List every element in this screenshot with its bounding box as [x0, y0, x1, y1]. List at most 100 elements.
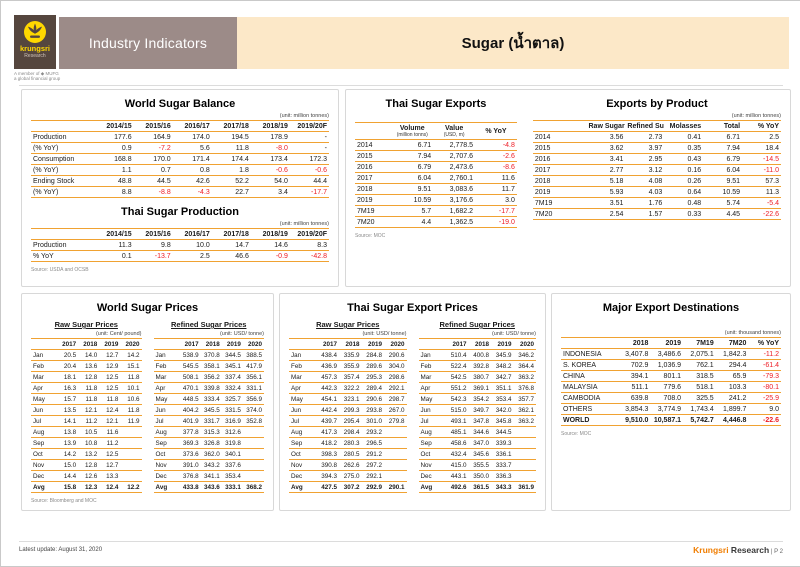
- table-row: 7M20 4.4 1,362.5 -19.0: [355, 216, 517, 228]
- table-row: 2017 6.04 2,760.1 11.6: [355, 172, 517, 184]
- row-label: Jan: [289, 349, 317, 361]
- cell: 6.04: [703, 164, 743, 176]
- footer-brand-krungsri: Krungsri: [693, 545, 729, 555]
- column-header: Total: [703, 120, 743, 132]
- column-header: % YoY: [475, 122, 517, 140]
- cell: 103.3: [715, 381, 749, 393]
- table-row: Jun 404.2 345.5 331.5 374.0: [153, 404, 264, 416]
- row-label: Nov: [418, 459, 446, 471]
- cell: [513, 437, 536, 449]
- table-row: Jun 13.5 12.1 12.4 11.8: [31, 404, 142, 416]
- logo-brand-text: krungsri: [19, 44, 50, 53]
- cell: 13.3: [99, 470, 121, 482]
- column-header: Molasses: [664, 120, 704, 132]
- subtable-title: Raw Sugar Prices: [316, 320, 380, 329]
- cell: 331.7: [200, 415, 222, 427]
- row-label: Dec: [289, 470, 317, 482]
- cell: 22.7: [211, 186, 251, 198]
- table-row: (% YoY) 8.8 -8.8 -4.3 22.7 3.4 -17.7: [31, 186, 329, 198]
- cell: 442.3: [316, 382, 339, 394]
- cell: 376.8: [513, 382, 536, 394]
- cell: 57.3: [742, 175, 781, 187]
- row-label: Aug: [31, 426, 58, 438]
- row-label: 7M20: [355, 216, 392, 228]
- cell: 18.4: [742, 142, 781, 154]
- cell: 356.1: [242, 371, 264, 383]
- table-row: Mar 457.3 357.4 295.3 298.6: [289, 371, 407, 383]
- column-header: [31, 338, 58, 350]
- section-heading: World Sugar Balance: [124, 98, 236, 110]
- table-row: Dec 394.3 275.0 292.1: [289, 470, 407, 482]
- cell: 292.1: [384, 382, 407, 394]
- cell: 351.1: [491, 382, 514, 394]
- cell: -19.0: [475, 216, 517, 228]
- cell: 639.8: [617, 392, 651, 404]
- cell: [242, 426, 264, 438]
- cell: 510.4: [446, 349, 469, 361]
- cell: 298.7: [384, 393, 407, 405]
- table-row: 2019 5.93 4.03 0.64 10.59 11.3: [532, 186, 781, 198]
- cell: 708.0: [650, 392, 684, 404]
- row-label: Apr: [31, 382, 58, 394]
- row-label: 2017: [355, 172, 392, 184]
- cell: 348.2: [491, 360, 514, 372]
- cell: 339.3: [491, 437, 514, 449]
- cell: 10.5: [78, 426, 100, 438]
- cell: 442.4: [316, 404, 339, 416]
- table-row: Jun 442.4 299.3 293.8 267.0: [289, 404, 407, 416]
- table-row: Dec 376.8 341.1 353.4: [153, 470, 264, 482]
- cell: 4.08: [625, 175, 665, 187]
- cell: 357.4: [339, 371, 362, 383]
- row-label: May: [153, 393, 180, 405]
- column-header: 2019: [361, 338, 384, 350]
- cell: 1.8: [211, 164, 251, 176]
- table-row: 2018 5.18 4.08 0.26 9.51 57.3: [532, 175, 781, 187]
- cell: -8.6: [475, 161, 517, 173]
- cell: 9.51: [703, 175, 743, 187]
- subtable-title: Refined Sugar Prices: [171, 320, 247, 329]
- cell: [120, 470, 142, 482]
- unit-label: (unit: USD/ tonne): [362, 331, 407, 337]
- cell: 2,778.5: [433, 139, 476, 151]
- cell: 343.6: [200, 481, 222, 493]
- cell: 12.4: [99, 481, 121, 493]
- cell: 779.6: [650, 381, 684, 393]
- cell: 1.57: [625, 208, 665, 220]
- table-row: Aug 417.3 298.4 293.2: [289, 426, 407, 438]
- row-label: Feb: [289, 360, 317, 372]
- table-row: Apr 442.3 322.2 289.4 292.1: [289, 382, 407, 394]
- table-row: Sep 369.3 326.8 319.8: [153, 437, 264, 449]
- cell: 545.5: [179, 360, 201, 372]
- cell: 337.4: [221, 371, 243, 383]
- section-heading: Exports by Product: [606, 98, 708, 110]
- cell: 401.9: [179, 415, 201, 427]
- row-label: (% YoY): [31, 142, 95, 154]
- cell: 1,036.9: [650, 359, 684, 371]
- table-row: Avg 427.5 307.2 292.9 290.1: [289, 481, 407, 493]
- row-label: (% YoY): [31, 186, 95, 198]
- cell: 15.0: [57, 459, 79, 471]
- section: World Sugar Prices Raw Sugar Prices (unit:…: [31, 302, 264, 504]
- cell: 172.3: [289, 153, 329, 165]
- table-row: Sep 458.6 347.0 339.3: [418, 437, 536, 449]
- cell: 14.0: [78, 349, 100, 361]
- table-row: May 448.5 333.4 325.7 356.9: [153, 393, 264, 405]
- cell: 42.6: [172, 175, 212, 187]
- row-label: Oct: [418, 448, 446, 460]
- cell: 392.8: [468, 360, 491, 372]
- subtable: Refined Sugar Prices (unit: USD/ tonne) 20…: [418, 317, 536, 493]
- column-header: 2020: [384, 338, 407, 350]
- cell: 6.04: [391, 172, 434, 184]
- row-label: Avg: [31, 481, 58, 493]
- mufg-member-text: A member of ◆ MUFG a global financial gr…: [14, 71, 61, 81]
- column-header: 2019: [650, 337, 684, 349]
- cell: 5.74: [703, 197, 743, 209]
- row-label: 2018: [355, 183, 392, 195]
- column-header: 2018: [617, 337, 651, 349]
- cell: 333.7: [491, 459, 514, 471]
- cell: 12.8: [78, 371, 100, 383]
- cell: 2,707.6: [433, 150, 476, 162]
- cell: 2.54: [586, 208, 626, 220]
- table-row: May 454.1 323.1 290.6 298.7: [289, 393, 407, 405]
